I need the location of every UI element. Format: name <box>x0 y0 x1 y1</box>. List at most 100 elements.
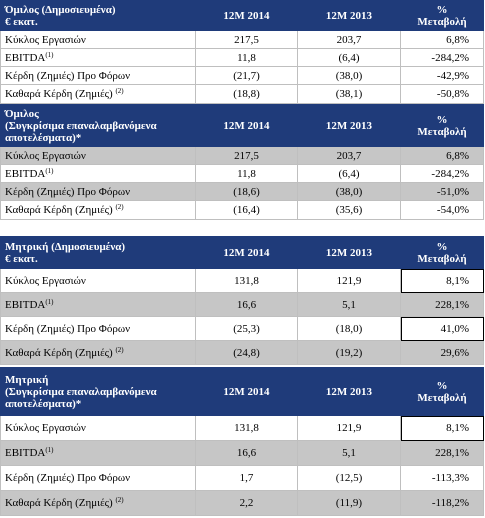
row-label: Κέρδη (Ζημιές) Προ Φόρων <box>0 182 196 201</box>
value-2013: (38,0) <box>297 182 401 201</box>
value-2013: (19,2) <box>297 340 401 365</box>
table-row: EBITDA(1) 16,6 5,1 228,1% <box>0 440 484 466</box>
footnote-ref: (1) <box>45 166 54 175</box>
value-change: 228,1% <box>400 440 484 466</box>
value-2013: 203,7 <box>297 30 401 49</box>
col-2014-header: 12Μ 2014 <box>195 0 298 31</box>
col-change-header: % Μεταβολή <box>400 367 484 416</box>
table-header: Μητρική (Δημοσιευμένα) € εκατ. 12Μ 2014 1… <box>0 236 484 269</box>
section-title: Όμιλος (Δημοσιευμένα) € εκατ. <box>0 0 196 31</box>
value-2014: 16,6 <box>195 292 298 317</box>
table-row: EBITDA(1) 16,6 5,1 228,1% <box>0 292 484 317</box>
row-label: Καθαρά Κέρδη (Ζημιές) (2) <box>0 84 196 104</box>
group-comparable-table: Όμιλος (Συγκρίσιμα επαναλαμβανόμενα αποτελ… <box>0 104 484 220</box>
value-2014: (18,8) <box>195 84 298 104</box>
value-2014: 131,8 <box>195 268 298 293</box>
row-label: Κύκλος Εργασιών <box>0 146 196 165</box>
table-row: EBITDA(1) 11,8 (6,4) -284,2% <box>0 48 484 67</box>
value-2014: 11,8 <box>195 164 298 183</box>
row-label: Κύκλος Εργασιών <box>0 415 196 441</box>
footnote-ref: (2) <box>115 345 124 354</box>
footnote-ref: (2) <box>115 496 124 504</box>
table-row: Κέρδη (Ζημιές) Προ Φόρων (21,7) (38,0) -… <box>0 66 484 85</box>
value-change: -118,2% <box>400 490 484 516</box>
row-label: EBITDA(1) <box>0 440 196 466</box>
row-label: Κύκλος Εργασιών <box>0 268 196 293</box>
value-2013: 121,9 <box>297 268 401 293</box>
row-label: Καθαρά Κέρδη (Ζημιές) (2) <box>0 200 196 220</box>
value-change: 8,1% <box>400 415 484 441</box>
footnote-ref: (1) <box>45 446 54 454</box>
value-2013: 121,9 <box>297 415 401 441</box>
value-change: 29,6% <box>400 340 484 365</box>
table-row: Κύκλος Εργασιών 131,8 121,9 8,1% <box>0 415 484 441</box>
value-2014: 16,6 <box>195 440 298 466</box>
table-row: Καθαρά Κέρδη (Ζημιές) (2) 2,2 (11,9) -11… <box>0 490 484 516</box>
value-2014: 217,5 <box>195 30 298 49</box>
col-2014-header: 12Μ 2014 <box>195 367 298 416</box>
row-label: Κέρδη (Ζημιές) Προ Φόρων <box>0 66 196 85</box>
footnote-ref: (2) <box>115 87 124 95</box>
value-2013: (6,4) <box>297 164 401 183</box>
parent-comparable-table: Μητρική (Συγκρίσιμα επαναλαμβανόμενα αποτε… <box>0 367 484 516</box>
value-2014: (24,8) <box>195 340 298 365</box>
value-2014: 11,8 <box>195 48 298 67</box>
value-2014: (25,3) <box>195 316 298 341</box>
value-change: -54,0% <box>400 200 484 220</box>
value-2013: 5,1 <box>297 292 401 317</box>
value-change: 41,0% <box>400 316 484 341</box>
col-2014-header: 12Μ 2014 <box>195 236 298 269</box>
value-2014: (18,6) <box>195 182 298 201</box>
table-header: Όμιλος (Συγκρίσιμα επαναλαμβανόμενα αποτελ… <box>0 104 484 147</box>
footnote-ref: (1) <box>45 50 54 59</box>
section-title: Μητρική (Συγκρίσιμα επαναλαμβανόμενα αποτε… <box>0 367 196 416</box>
value-change: 8,1% <box>400 268 484 293</box>
value-2014: 2,2 <box>195 490 298 516</box>
table-header: Όμιλος (Δημοσιευμένα) € εκατ. 12Μ 2014 12… <box>0 0 484 31</box>
value-change: -113,3% <box>400 465 484 491</box>
col-2013-header: 12Μ 2013 <box>297 367 401 416</box>
row-label: Καθαρά Κέρδη (Ζημιές) (2) <box>0 340 196 365</box>
col-change-header: % Μεταβολή <box>400 236 484 269</box>
table-row: Κύκλος Εργασιών 131,8 121,9 8,1% <box>0 268 484 293</box>
value-change: 6,8% <box>400 30 484 49</box>
value-2014: 217,5 <box>195 146 298 165</box>
table-row: Κέρδη (Ζημιές) Προ Φόρων 1,7 (12,5) -113… <box>0 465 484 491</box>
value-change: 6,8% <box>400 146 484 165</box>
row-label: Κέρδη (Ζημιές) Προ Φόρων <box>0 316 196 341</box>
value-2013: (35,6) <box>297 200 401 220</box>
group-published-table: Όμιλος (Δημοσιευμένα) € εκατ. 12Μ 2014 12… <box>0 0 484 104</box>
value-2014: 131,8 <box>195 415 298 441</box>
col-2013-header: 12Μ 2013 <box>297 236 401 269</box>
table-header: Μητρική (Συγκρίσιμα επαναλαμβανόμενα αποτε… <box>0 367 484 416</box>
table-row: Κύκλος Εργασιών 217,5 203,7 6,8% <box>0 146 484 165</box>
col-2013-header: 12Μ 2013 <box>297 104 401 147</box>
col-change-header: % Μεταβολή <box>400 0 484 31</box>
footnote-ref: (1) <box>45 297 54 306</box>
value-change: -284,2% <box>400 164 484 183</box>
value-2013: (38,1) <box>297 84 401 104</box>
row-label: EBITDA(1) <box>0 164 196 183</box>
table-row: EBITDA(1) 11,8 (6,4) -284,2% <box>0 164 484 183</box>
col-2013-header: 12Μ 2013 <box>297 0 401 31</box>
footnote-ref: (2) <box>115 203 124 211</box>
row-label: Κύκλος Εργασιών <box>0 30 196 49</box>
value-2013: 203,7 <box>297 146 401 165</box>
parent-published-table: Μητρική (Δημοσιευμένα) € εκατ. 12Μ 2014 1… <box>0 236 484 365</box>
value-2013: (11,9) <box>297 490 401 516</box>
col-change-header: % Μεταβολή <box>400 104 484 147</box>
table-row: Κύκλος Εργασιών 217,5 203,7 6,8% <box>0 30 484 49</box>
value-2013: 5,1 <box>297 440 401 466</box>
value-2013: (38,0) <box>297 66 401 85</box>
value-change: 228,1% <box>400 292 484 317</box>
value-2013: (18,0) <box>297 316 401 341</box>
value-change: -50,8% <box>400 84 484 104</box>
table-row: Καθαρά Κέρδη (Ζημιές) (2) (18,8) (38,1) … <box>0 84 484 104</box>
section-title: Μητρική (Δημοσιευμένα) € εκατ. <box>0 236 196 269</box>
table-row: Καθαρά Κέρδη (Ζημιές) (2) (24,8) (19,2) … <box>0 340 484 365</box>
table-row: Καθαρά Κέρδη (Ζημιές) (2) (16,4) (35,6) … <box>0 200 484 220</box>
value-change: -284,2% <box>400 48 484 67</box>
table-row: Κέρδη (Ζημιές) Προ Φόρων (25,3) (18,0) 4… <box>0 316 484 341</box>
row-label: Καθαρά Κέρδη (Ζημιές) (2) <box>0 490 196 516</box>
value-2014: 1,7 <box>195 465 298 491</box>
